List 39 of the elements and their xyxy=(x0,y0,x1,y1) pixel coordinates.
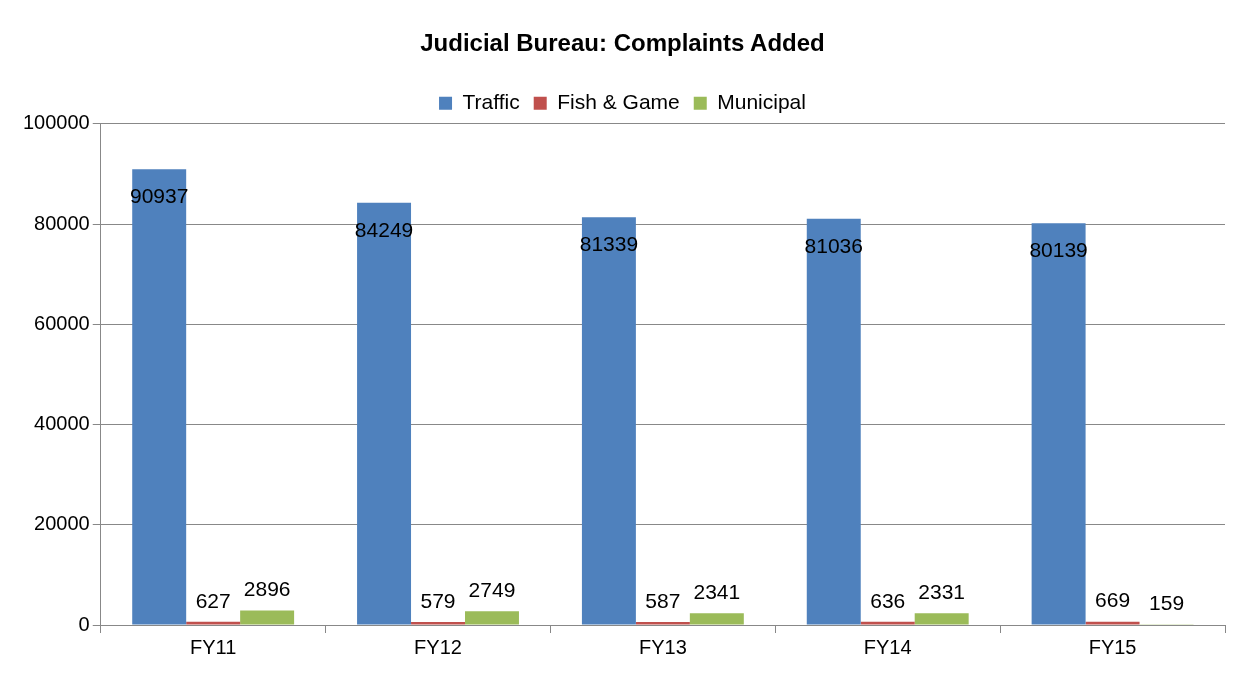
y-tick-label: 0 xyxy=(78,612,90,635)
bar xyxy=(465,611,519,625)
bar xyxy=(914,613,969,625)
x-tick-label: FY15 xyxy=(1088,635,1137,658)
bar xyxy=(689,613,744,625)
bar xyxy=(240,610,295,625)
data-label: 627 xyxy=(195,588,231,612)
y-tick-label: 60000 xyxy=(34,311,90,334)
legend-label: Municipal xyxy=(717,90,806,114)
x-tick-label: FY12 xyxy=(414,635,462,658)
data-label: 669 xyxy=(1095,588,1131,612)
legend-label: Traffic xyxy=(462,90,520,114)
bar xyxy=(132,169,187,625)
data-label: 636 xyxy=(870,588,906,612)
y-tick-label: 80000 xyxy=(34,211,90,234)
x-tick-label: FY11 xyxy=(190,635,237,658)
y-tick-label: 100000 xyxy=(22,111,90,134)
legend-label: Fish & Game xyxy=(557,90,680,114)
y-tick-label: 40000 xyxy=(34,412,90,435)
data-label: 2749 xyxy=(468,578,516,602)
bar xyxy=(1085,621,1140,625)
chart-title: Judicial Bureau: Complaints Added xyxy=(420,29,825,57)
x-tick-label: FY13 xyxy=(638,635,687,658)
bar xyxy=(581,217,636,625)
x-tick-label: FY14 xyxy=(863,635,912,658)
bar xyxy=(357,202,412,625)
data-label: 587 xyxy=(645,588,681,612)
bar xyxy=(1031,223,1086,625)
data-label: 2896 xyxy=(243,577,291,601)
data-label: 159 xyxy=(1149,591,1185,614)
bar xyxy=(635,622,690,625)
bar xyxy=(806,218,861,625)
bar xyxy=(411,622,465,625)
bar xyxy=(860,621,915,625)
data-label: 2331 xyxy=(918,580,966,604)
bar xyxy=(186,621,241,625)
data-label: 579 xyxy=(420,588,456,612)
y-tick-label: 20000 xyxy=(34,512,90,535)
data-label: 2341 xyxy=(693,580,741,604)
